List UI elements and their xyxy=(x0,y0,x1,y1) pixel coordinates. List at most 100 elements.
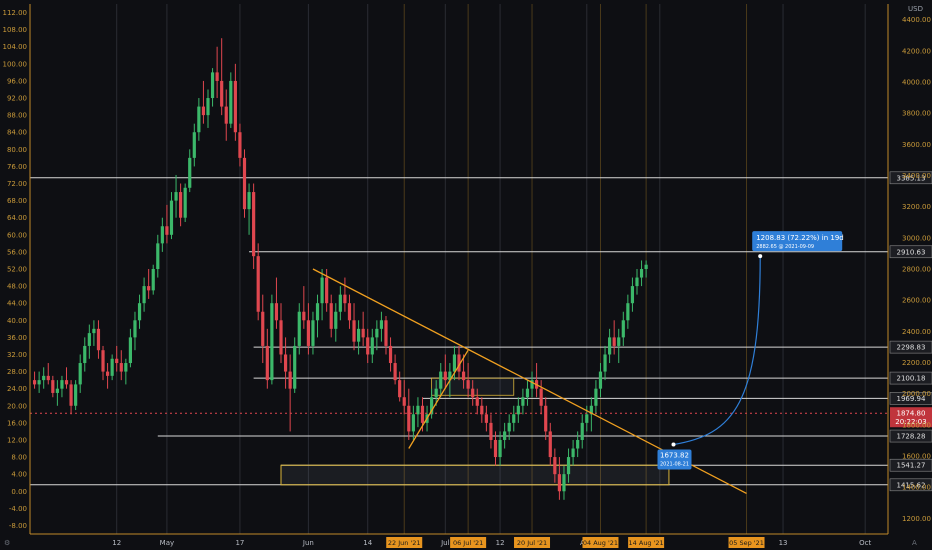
candle-body xyxy=(475,397,479,406)
candle-body xyxy=(585,414,589,423)
right-tick-label: 4200.00 xyxy=(902,47,931,55)
level-label-box xyxy=(889,371,932,385)
left-tick-label: -4.00 xyxy=(9,505,27,513)
candle-body xyxy=(142,286,146,304)
current-price-label: 1874.80 xyxy=(897,410,926,418)
highlight-date-box xyxy=(582,537,619,548)
left-tick-label: 64.00 xyxy=(7,214,27,222)
candle-body xyxy=(201,106,206,116)
highlight-date-box xyxy=(728,537,765,548)
candle-body xyxy=(188,157,192,188)
level-label-box xyxy=(889,478,932,492)
right-tick-label: 3400.00 xyxy=(902,172,931,180)
candle-body xyxy=(471,388,475,398)
left-tick-label: 12.00 xyxy=(7,436,27,444)
candle-body xyxy=(626,303,630,321)
candle-body xyxy=(101,350,105,372)
level-label: 1728.28 xyxy=(897,433,926,441)
candle-body xyxy=(133,320,137,338)
time-tick-label: 12 xyxy=(112,539,121,547)
right-tick-label: 2200.00 xyxy=(902,359,931,367)
level-label-box xyxy=(889,392,932,405)
candle-body xyxy=(197,106,201,133)
candle-body xyxy=(293,345,297,389)
candle-body xyxy=(128,337,133,364)
candle-body xyxy=(516,405,520,415)
candle-body xyxy=(448,371,452,381)
right-tick-label: 3200.00 xyxy=(902,203,931,211)
candle-body xyxy=(544,405,548,432)
candle-body xyxy=(608,337,612,355)
candle-body xyxy=(265,345,269,381)
time-tick-label: 17 xyxy=(235,539,244,547)
scale-mode-icon[interactable]: ⚙ xyxy=(4,539,10,547)
candle-body xyxy=(329,303,333,329)
candle-body xyxy=(576,439,580,449)
left-tick-label: 0.00 xyxy=(11,488,27,496)
left-tick-label: 20.00 xyxy=(7,402,27,410)
candle-body xyxy=(137,303,142,321)
level-label-box xyxy=(889,340,932,354)
left-tick-label: 48.00 xyxy=(7,283,27,291)
candle-body xyxy=(430,397,434,415)
highlight-date-box xyxy=(450,537,487,548)
left-tick-label: 16.00 xyxy=(7,419,27,427)
left-tick-label: 88.00 xyxy=(7,112,27,120)
candle-body xyxy=(539,388,543,406)
left-tick-label: 44.00 xyxy=(7,300,27,308)
right-tick-label: 1200.00 xyxy=(902,515,931,523)
time-axis: 12May17Jun14Jul12Aug1613Oct22 Jun '2106 … xyxy=(30,533,888,548)
candle-body xyxy=(183,187,187,218)
candle-body xyxy=(256,256,260,312)
candle-body xyxy=(493,439,498,458)
currency-label: USD xyxy=(908,5,923,13)
candle-body xyxy=(270,303,274,381)
candle-body xyxy=(443,371,447,381)
candle-body xyxy=(338,294,342,312)
candle-body xyxy=(393,363,397,381)
level-label: 1415.62 xyxy=(897,481,926,489)
candle-body xyxy=(83,345,87,364)
candle-body xyxy=(156,243,160,269)
candle-body xyxy=(484,414,488,423)
candle-body xyxy=(74,384,78,406)
horizontal-levels: 3385.13 2910.63 2298.83 2100.18 1969.94 1728.… xyxy=(30,171,932,492)
highlight-date-box xyxy=(514,537,551,548)
right-tick-label: 4000.00 xyxy=(902,78,931,86)
candle-body xyxy=(147,286,151,291)
candle-body xyxy=(452,354,457,372)
candle-body xyxy=(361,328,365,338)
highlight-date-label: 22 Jun '21 xyxy=(388,539,421,547)
rising-trendline xyxy=(408,349,469,449)
candle-body xyxy=(420,405,425,423)
right-tick-label: 3000.00 xyxy=(902,234,931,242)
candle-body xyxy=(297,311,301,346)
candle-body xyxy=(461,371,466,381)
candle-body xyxy=(639,269,644,278)
left-axis: 112.00 108.00 104.00 100.00 96.00 92.00 88.00 8… xyxy=(3,4,31,534)
right-tick-label: 1400.00 xyxy=(902,484,931,492)
candle-body xyxy=(603,354,607,372)
left-tick-label: 112.00 xyxy=(3,9,28,17)
highlight-date-label: 05 Sep '21 xyxy=(729,539,764,547)
candle-body xyxy=(69,384,73,406)
highlight-date-label: 14 Aug '21 xyxy=(629,539,664,547)
candle-body xyxy=(242,157,247,210)
candle-body xyxy=(105,371,110,376)
left-tick-label: 8.00 xyxy=(11,454,27,462)
auto-scale-button[interactable]: A xyxy=(912,539,917,547)
left-tick-label: 40.00 xyxy=(7,317,27,325)
level-label: 1969.94 xyxy=(897,395,926,403)
candle-body xyxy=(530,380,534,389)
candle-body xyxy=(92,328,96,334)
candle-body xyxy=(343,294,347,304)
candle-body xyxy=(571,448,575,458)
candle-body xyxy=(110,358,114,376)
left-tick-label: 52.00 xyxy=(7,266,27,274)
left-tick-label: 96.00 xyxy=(7,77,27,85)
candle-body xyxy=(252,192,256,257)
time-tick-label: 12 xyxy=(496,539,505,547)
candle-body xyxy=(261,311,265,346)
projection-curve xyxy=(673,256,761,446)
